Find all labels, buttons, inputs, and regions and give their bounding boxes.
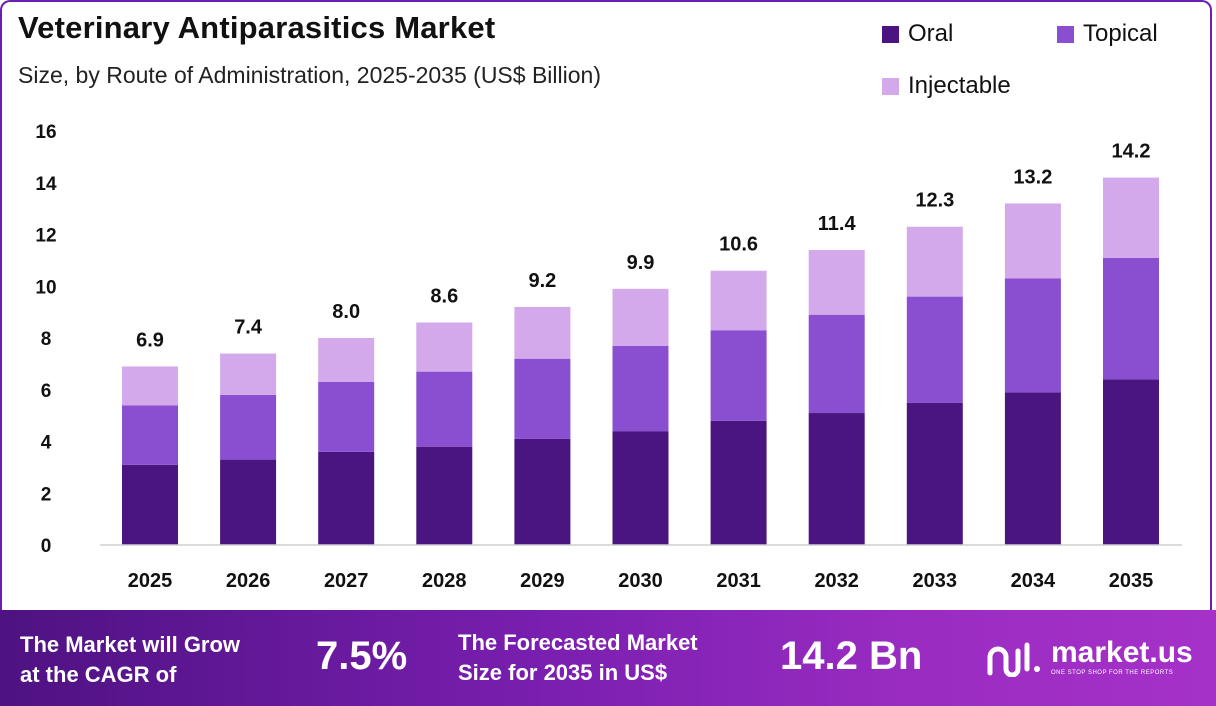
cagr-label-line2: at the CAGR of: [20, 662, 177, 687]
x-tick-label: 2032: [814, 570, 859, 592]
data-label-total: 13.2: [1013, 166, 1052, 188]
x-tick-label: 2031: [716, 570, 761, 592]
x-tick-label: 2030: [618, 570, 663, 592]
x-tick-label: 2025: [128, 570, 173, 592]
x-tick-label: 2026: [226, 570, 271, 592]
bar-segment-topical: [808, 314, 865, 414]
bar-segment-topical: [612, 345, 669, 432]
bar-segment-oral: [416, 446, 473, 545]
bar-segment-topical: [220, 394, 277, 460]
cagr-value: 7.5%: [316, 634, 408, 678]
bar-segment-injectable: [906, 226, 963, 297]
chart-title: Veterinary Antiparasitics Market: [18, 10, 496, 45]
bar-segment-oral: [122, 464, 178, 545]
data-label-total: 8.0: [332, 301, 360, 323]
bar-segment-injectable: [612, 288, 669, 346]
forecast-label: The Forecasted Market Size for 2035 in U…: [458, 628, 698, 688]
y-tick-label: 2: [41, 484, 52, 505]
x-tick-label: 2033: [913, 570, 958, 592]
bar-segment-topical: [318, 381, 375, 452]
cagr-label: The Market will Grow at the CAGR of: [20, 630, 240, 690]
x-tick-label: 2029: [520, 570, 565, 592]
data-label-total: 12.3: [915, 190, 954, 212]
data-label-total: 11.4: [818, 213, 857, 235]
bar-segment-injectable: [710, 270, 767, 331]
y-tick-label: 10: [35, 277, 56, 298]
bar-segment-topical: [1004, 278, 1061, 393]
bar-segment-oral: [710, 420, 767, 545]
data-label-total: 6.9: [136, 329, 164, 351]
bar-segment-injectable: [1004, 203, 1061, 279]
x-tick-label: 2027: [324, 570, 369, 592]
x-tick-label: 2035: [1109, 570, 1154, 592]
y-tick-label: 16: [35, 122, 56, 143]
bar-segment-injectable: [808, 250, 865, 315]
chart-subtitle: Size, by Route of Administration, 2025-2…: [18, 62, 601, 88]
data-label-total: 10.6: [719, 234, 758, 256]
bar-segment-topical: [122, 405, 178, 465]
bar-segment-oral: [514, 438, 571, 545]
footer-banner: The Market will Grow at the CAGR of 7.5%…: [0, 610, 1216, 706]
y-tick-label: 14: [35, 174, 57, 195]
y-tick-label: 8: [41, 329, 52, 350]
data-label-total: 14.2: [1112, 141, 1151, 163]
y-tick-label: 6: [41, 381, 52, 402]
bar-segment-topical: [906, 296, 963, 403]
bar-segment-oral: [220, 459, 277, 545]
x-tick-label: 2034: [1011, 570, 1056, 592]
bar-segment-injectable: [318, 338, 375, 382]
bar-segment-injectable: [220, 353, 277, 395]
cagr-label-line1: The Market will Grow: [20, 632, 241, 657]
data-label-total: 8.6: [430, 285, 458, 307]
brand-logo: market.us ONE STOP SHOP FOR THE REPORTS: [985, 638, 1193, 678]
market-us-logo-icon: [987, 642, 1040, 677]
bar-segment-oral: [906, 402, 963, 545]
brand-name: market.us: [1051, 636, 1193, 669]
bar-segment-topical: [710, 330, 767, 421]
data-label-total: 9.2: [528, 270, 556, 292]
data-label-total: 9.9: [627, 252, 655, 274]
bar-segment-oral: [1103, 379, 1159, 545]
y-tick-label: 4: [41, 433, 52, 454]
data-label-total: 7.4: [234, 317, 263, 339]
bar-segment-topical: [416, 371, 473, 447]
bar-segment-oral: [612, 431, 669, 545]
x-tick-label: 2028: [422, 570, 467, 592]
bar-segment-topical: [514, 358, 571, 439]
forecast-value: 14.2 Bn: [780, 634, 923, 678]
y-tick-label: 0: [41, 536, 52, 557]
bar-segment-oral: [318, 451, 375, 545]
bar-segment-topical: [1103, 257, 1159, 380]
bar-segment-injectable: [416, 322, 473, 372]
bar-segment-oral: [808, 413, 865, 545]
bar-segment-injectable: [514, 306, 571, 359]
bar-segment-injectable: [1103, 177, 1159, 258]
forecast-label-line1: The Forecasted Market: [458, 630, 698, 655]
forecast-label-line2: Size for 2035 in US$: [458, 660, 668, 685]
bar-segment-injectable: [122, 366, 178, 406]
stacked-bar-chart: 0 2 4 6 8 10 12 14 16 6.9 2025 7.4 2026 8.0 2027 8.6 202…: [35, 122, 1182, 592]
bar-segment-oral: [1004, 392, 1061, 545]
y-tick-label: 12: [35, 226, 56, 247]
brand-tagline: ONE STOP SHOP FOR THE REPORTS: [1051, 670, 1174, 676]
